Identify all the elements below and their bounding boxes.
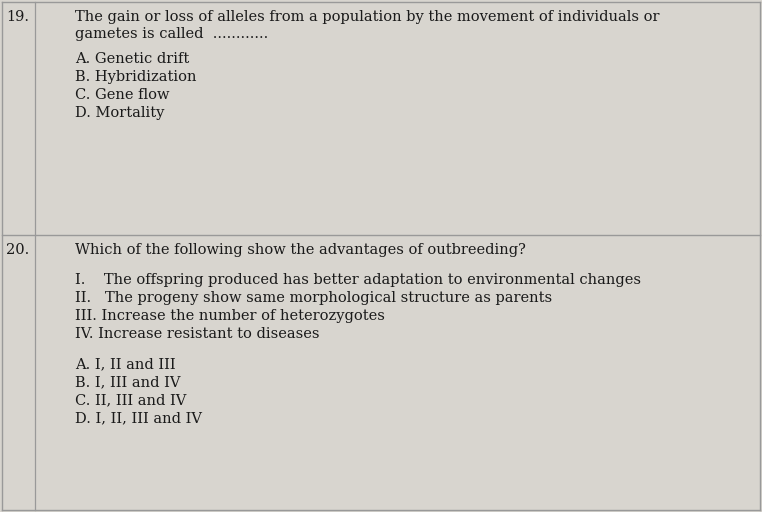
Text: B. I, III and IV: B. I, III and IV: [75, 375, 181, 389]
Text: D. I, II, III and IV: D. I, II, III and IV: [75, 411, 202, 425]
Text: III. Increase the number of heterozygotes: III. Increase the number of heterozygote…: [75, 309, 385, 323]
Text: 20.: 20.: [6, 243, 29, 257]
Text: gametes is called  ............: gametes is called ............: [75, 27, 268, 41]
Text: D. Mortality: D. Mortality: [75, 106, 165, 120]
Text: II.   The progeny show same morphological structure as parents: II. The progeny show same morphological …: [75, 291, 552, 305]
Text: The gain or loss of alleles from a population by the movement of individuals or: The gain or loss of alleles from a popul…: [75, 10, 659, 24]
Text: A. Genetic drift: A. Genetic drift: [75, 52, 189, 66]
Text: IV. Increase resistant to diseases: IV. Increase resistant to diseases: [75, 327, 319, 341]
Text: Which of the following show the advantages of outbreeding?: Which of the following show the advantag…: [75, 243, 526, 257]
Text: C. Gene flow: C. Gene flow: [75, 88, 169, 102]
Text: B. Hybridization: B. Hybridization: [75, 70, 197, 84]
Text: C. II, III and IV: C. II, III and IV: [75, 393, 187, 407]
Text: 19.: 19.: [6, 10, 29, 24]
Text: A. I, II and III: A. I, II and III: [75, 357, 175, 371]
Text: I.    The offspring produced has better adaptation to environmental changes: I. The offspring produced has better ada…: [75, 273, 641, 287]
